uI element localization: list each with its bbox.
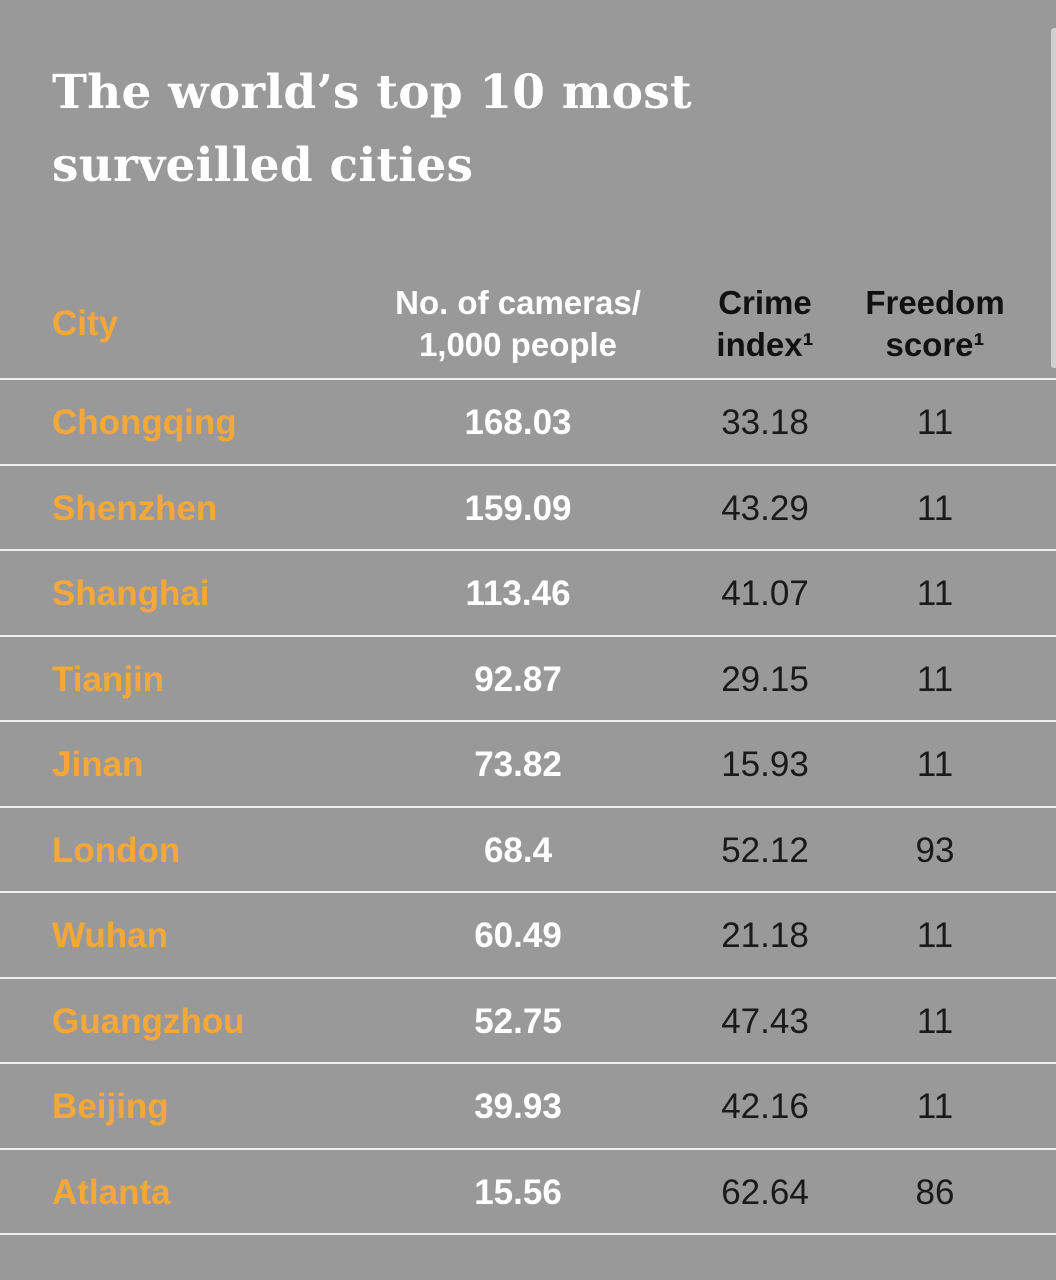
city-cell: Guangzhou (52, 1001, 245, 1041)
row-divider (0, 549, 1056, 551)
cameras-cell: 15.56 (474, 1172, 562, 1212)
freedom-cell: 11 (916, 402, 954, 442)
freedom-cell: 11 (916, 488, 954, 528)
city-cell: Jinan (52, 744, 144, 784)
crime-cell: 29.15 (721, 659, 809, 699)
freedom-cell: 11 (916, 744, 954, 784)
cameras-cell: 73.82 (474, 744, 562, 784)
table-row: Chongqing 168.03 33.18 11 (0, 380, 1056, 465)
row-divider (0, 1062, 1056, 1064)
freedom-cell: 11 (916, 1001, 954, 1041)
crime-cell: 33.18 (721, 402, 809, 442)
row-divider (0, 891, 1056, 893)
row-divider (0, 635, 1056, 637)
header-freedom-line-1: Freedom (865, 284, 1005, 321)
header-city-label: City (52, 304, 119, 343)
cameras-cell: 168.03 (464, 402, 572, 442)
header-cameras-line-1: No. of cameras/ (395, 284, 641, 321)
header-crime-line-1: Crime (718, 284, 812, 321)
table-row: Shanghai 113.46 41.07 11 (0, 551, 1056, 636)
row-divider (0, 1233, 1056, 1235)
header-crime-line-2: index¹ (716, 326, 814, 363)
header-city: City (52, 270, 352, 378)
row-divider (0, 720, 1056, 722)
header-crime: Crime index¹ (690, 270, 840, 378)
cameras-cell: 39.93 (474, 1086, 562, 1126)
city-cell: London (52, 830, 181, 870)
header-freedom: Freedom score¹ (850, 270, 1020, 378)
header-cameras: No. of cameras/ 1,000 people (368, 270, 668, 378)
table-row: Beijing 39.93 42.16 11 (0, 1064, 1056, 1149)
city-cell: Beijing (52, 1086, 169, 1126)
cameras-cell: 52.75 (474, 1001, 562, 1041)
freedom-cell: 11 (916, 573, 954, 613)
freedom-cell: 11 (916, 659, 954, 699)
city-cell: Wuhan (52, 915, 169, 955)
crime-cell: 21.18 (721, 915, 809, 955)
cameras-cell: 113.46 (465, 573, 571, 613)
city-cell: Shanghai (52, 573, 210, 613)
table-row: Atlanta 15.56 62.64 86 (0, 1150, 1056, 1235)
row-divider (0, 1148, 1056, 1150)
cameras-cell: 159.09 (464, 488, 572, 528)
table-row: Wuhan 60.49 21.18 11 (0, 893, 1056, 978)
freedom-cell: 86 (915, 1172, 955, 1212)
header-cameras-line-2: 1,000 people (418, 326, 618, 363)
freedom-cell: 11 (916, 915, 954, 955)
table-row: London 68.4 52.12 93 (0, 808, 1056, 893)
city-cell: Chongqing (52, 402, 237, 442)
scrollbar[interactable] (1051, 28, 1056, 368)
table-row: Guangzhou 52.75 47.43 11 (0, 979, 1056, 1064)
chart-title: The world’s top 10 most surveilled citie… (52, 65, 692, 193)
table-row: Shenzhen 159.09 43.29 11 (0, 466, 1056, 551)
crime-cell: 47.43 (721, 1001, 809, 1041)
cameras-cell: 68.4 (483, 830, 553, 870)
city-cell: Atlanta (52, 1172, 171, 1212)
row-divider (0, 464, 1056, 466)
row-divider (0, 977, 1056, 979)
crime-cell: 43.29 (721, 488, 809, 528)
row-divider (0, 378, 1056, 380)
freedom-cell: 11 (916, 1086, 954, 1126)
city-cell: Tianjin (52, 659, 165, 699)
header-freedom-line-2: score¹ (885, 326, 985, 363)
crime-cell: 62.64 (721, 1172, 809, 1212)
crime-cell: 42.16 (721, 1086, 809, 1126)
freedom-cell: 93 (915, 830, 955, 870)
crime-cell: 15.93 (721, 744, 809, 784)
table-header: City No. of cameras/ 1,000 people Crime … (0, 270, 1056, 378)
cameras-cell: 92.87 (474, 659, 562, 699)
city-cell: Shenzhen (52, 488, 218, 528)
row-divider (0, 806, 1056, 808)
table-row: Tianjin 92.87 29.15 11 (0, 637, 1056, 722)
crime-cell: 41.07 (721, 573, 809, 613)
table-row: Jinan 73.82 15.93 11 (0, 722, 1056, 807)
cameras-cell: 60.49 (474, 915, 562, 955)
crime-cell: 52.12 (721, 830, 809, 870)
